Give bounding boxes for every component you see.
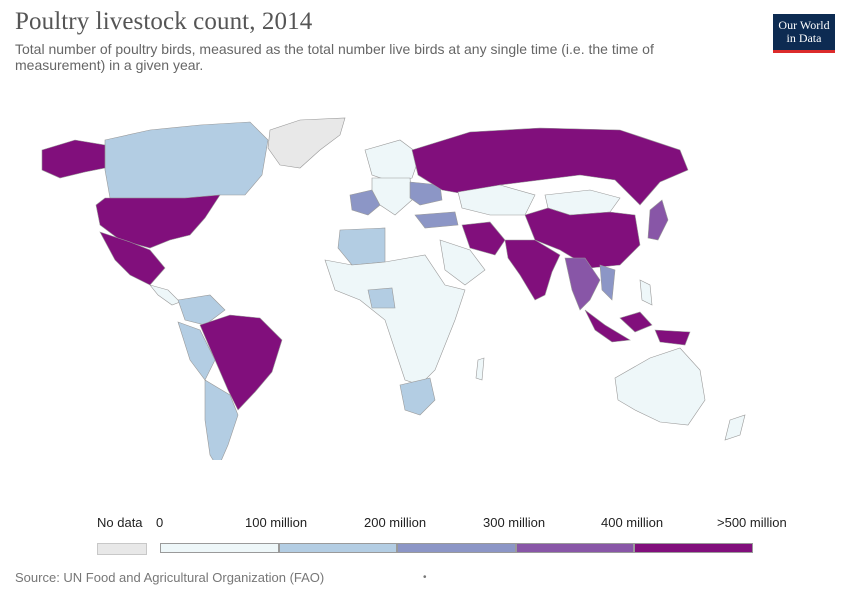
- region-vietnam[interactable]: [599, 264, 616, 301]
- region-russia[interactable]: [411, 127, 689, 206]
- chart-subtitle: Total number of poultry birds, measured …: [15, 41, 654, 73]
- region-indonesia[interactable]: [584, 309, 691, 346]
- chart-title: Poultry livestock count, 2014: [15, 8, 313, 35]
- logo-line-1: Our World: [778, 18, 830, 32]
- legend-tick-label: 0: [156, 515, 164, 530]
- region-thailand[interactable]: [564, 257, 601, 311]
- region-turkey[interactable]: [414, 211, 459, 229]
- region-colombia[interactable]: [177, 294, 226, 326]
- legend-tick-label: 300 million: [483, 515, 546, 530]
- source-dot: •: [423, 572, 427, 583]
- region-algeria[interactable]: [337, 227, 386, 266]
- region-india[interactable]: [504, 239, 561, 301]
- region-canada[interactable]: [104, 121, 269, 199]
- region-brazil[interactable]: [199, 314, 283, 411]
- region-philippines[interactable]: [639, 279, 653, 306]
- logo-line-2: in Data: [786, 31, 822, 45]
- region-france[interactable]: [349, 189, 381, 216]
- region-china[interactable]: [524, 207, 641, 269]
- region-new-zealand[interactable]: [724, 414, 746, 441]
- region-madagascar[interactable]: [475, 357, 485, 381]
- region-greenland[interactable]: [267, 117, 346, 169]
- region-saudi-arabia[interactable]: [439, 239, 486, 286]
- region-europe-north[interactable]: [364, 139, 421, 183]
- region-central-america[interactable]: [149, 284, 181, 306]
- region-argentina[interactable]: [204, 379, 239, 460]
- world-map[interactable]: [0, 100, 850, 460]
- legend-tick-label: 400 million: [601, 515, 664, 530]
- legend-bin-swatch[interactable]: [160, 543, 279, 553]
- region-nigeria[interactable]: [367, 287, 396, 309]
- legend-no-data-swatch[interactable]: [97, 543, 147, 555]
- legend-tick-label: >500 million: [717, 515, 787, 530]
- legend-tick-label: 200 million: [364, 515, 427, 530]
- legend-bin-swatch[interactable]: [515, 543, 635, 553]
- region-united-states[interactable]: [41, 139, 221, 249]
- region-australia[interactable]: [614, 347, 706, 426]
- region-mexico[interactable]: [99, 231, 166, 286]
- region-africa[interactable]: [324, 254, 466, 386]
- legend-tick-label: 100 million: [245, 515, 308, 530]
- legend-bin-swatch[interactable]: [278, 543, 398, 553]
- region-south-africa[interactable]: [399, 377, 436, 416]
- region-peru[interactable]: [177, 321, 216, 381]
- legend-bin-swatch[interactable]: [634, 543, 753, 553]
- region-europe-central[interactable]: [371, 177, 413, 216]
- owid-logo[interactable]: Our World in Data: [773, 14, 835, 53]
- source-note: Source: UN Food and Agricultural Organiz…: [15, 570, 325, 585]
- legend-no-data-label: No data: [97, 515, 143, 530]
- region-iran[interactable]: [461, 221, 506, 256]
- region-japan[interactable]: [647, 199, 669, 241]
- legend-bin-swatch[interactable]: [397, 543, 516, 553]
